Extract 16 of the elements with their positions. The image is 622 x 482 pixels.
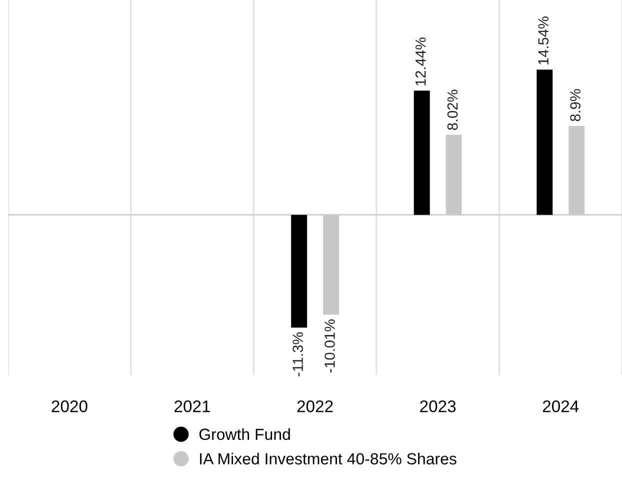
- data-label: 8.9%: [570, 89, 580, 122]
- bar: [414, 90, 430, 215]
- data-label: -11.3%: [292, 332, 303, 376]
- x-tick-label: 2021: [174, 400, 210, 412]
- x-tick-label: 2024: [542, 400, 579, 412]
- bar: [291, 214, 308, 328]
- x-tick-label: 2022: [297, 400, 333, 412]
- legend-label: Growth Fund: [199, 428, 290, 440]
- legend-label: IA Mixed Investment 40-85% Shares: [200, 452, 456, 464]
- data-label: 12.44%: [415, 38, 426, 86]
- data-label: 14.54%: [538, 16, 549, 64]
- x-tick-label: 2023: [420, 400, 456, 412]
- data-label: 8.02%: [447, 90, 458, 130]
- bar: [536, 70, 553, 215]
- x-tick-label: 2020: [52, 400, 88, 412]
- data-label: -10.01%: [324, 319, 335, 373]
